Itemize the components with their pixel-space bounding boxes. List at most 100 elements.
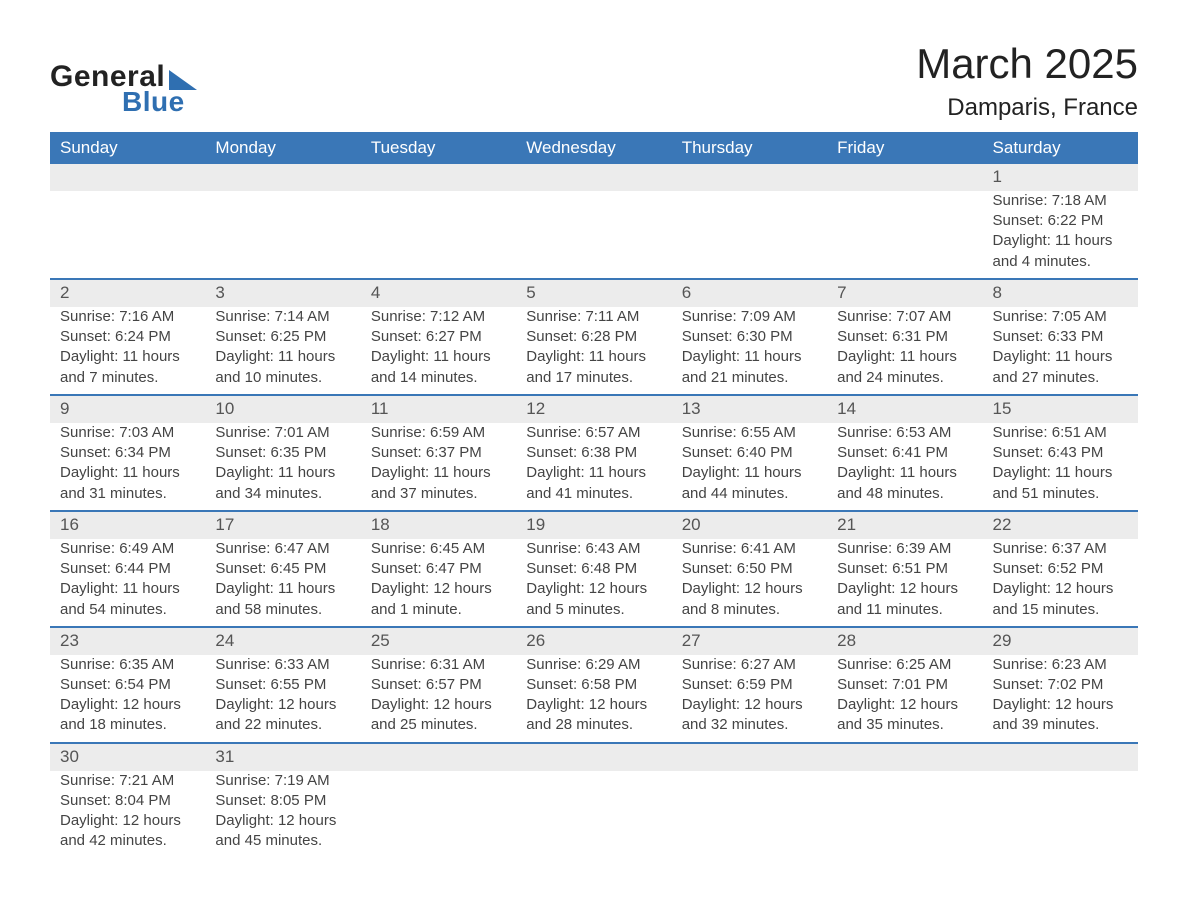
daylight-text: Daylight: 12 hours and 42 minutes. bbox=[60, 811, 195, 852]
sunrise-text: Sunrise: 7:21 AM bbox=[60, 771, 195, 791]
day-number-cell: 1 bbox=[983, 164, 1138, 191]
day-info-cell: Sunrise: 6:55 AMSunset: 6:40 PMDaylight:… bbox=[672, 423, 827, 511]
sunrise-text: Sunrise: 6:43 AM bbox=[526, 539, 661, 559]
sunrise-text: Sunrise: 7:09 AM bbox=[682, 307, 817, 327]
sunrise-text: Sunrise: 7:01 AM bbox=[215, 423, 350, 443]
day-number-cell bbox=[361, 164, 516, 191]
day-number-cell: 2 bbox=[50, 279, 205, 307]
daylight-text: Daylight: 12 hours and 18 minutes. bbox=[60, 695, 195, 736]
day-info-cell: Sunrise: 6:41 AMSunset: 6:50 PMDaylight:… bbox=[672, 539, 827, 627]
day-number-cell: 13 bbox=[672, 395, 827, 423]
sunset-text: Sunset: 6:55 PM bbox=[215, 675, 350, 695]
calendar-info-row: Sunrise: 7:03 AMSunset: 6:34 PMDaylight:… bbox=[50, 423, 1138, 511]
calendar-daynum-row: 2345678 bbox=[50, 279, 1138, 307]
daylight-text: Daylight: 12 hours and 15 minutes. bbox=[993, 579, 1128, 620]
daylight-text: Daylight: 12 hours and 25 minutes. bbox=[371, 695, 506, 736]
day-info-cell: Sunrise: 7:07 AMSunset: 6:31 PMDaylight:… bbox=[827, 307, 982, 395]
sunset-text: Sunset: 6:33 PM bbox=[993, 327, 1128, 347]
sunset-text: Sunset: 7:02 PM bbox=[993, 675, 1128, 695]
sunrise-text: Sunrise: 6:57 AM bbox=[526, 423, 661, 443]
sunset-text: Sunset: 6:50 PM bbox=[682, 559, 817, 579]
sunset-text: Sunset: 6:24 PM bbox=[60, 327, 195, 347]
day-number-cell bbox=[516, 743, 671, 771]
day-info-cell: Sunrise: 6:45 AMSunset: 6:47 PMDaylight:… bbox=[361, 539, 516, 627]
sunset-text: Sunset: 6:22 PM bbox=[993, 211, 1128, 231]
sunset-text: Sunset: 6:37 PM bbox=[371, 443, 506, 463]
daylight-text: Daylight: 11 hours and 17 minutes. bbox=[526, 347, 661, 388]
calendar-daynum-row: 23242526272829 bbox=[50, 627, 1138, 655]
sunset-text: Sunset: 6:57 PM bbox=[371, 675, 506, 695]
day-info-cell: Sunrise: 6:47 AMSunset: 6:45 PMDaylight:… bbox=[205, 539, 360, 627]
daylight-text: Daylight: 11 hours and 48 minutes. bbox=[837, 463, 972, 504]
sunrise-text: Sunrise: 6:41 AM bbox=[682, 539, 817, 559]
daylight-text: Daylight: 12 hours and 35 minutes. bbox=[837, 695, 972, 736]
day-number-cell bbox=[983, 743, 1138, 771]
day-number-cell bbox=[50, 164, 205, 191]
sunrise-text: Sunrise: 6:35 AM bbox=[60, 655, 195, 675]
day-info-cell bbox=[205, 191, 360, 279]
day-info-cell: Sunrise: 6:39 AMSunset: 6:51 PMDaylight:… bbox=[827, 539, 982, 627]
day-number-cell bbox=[672, 164, 827, 191]
day-number-cell: 30 bbox=[50, 743, 205, 771]
day-info-cell: Sunrise: 7:18 AMSunset: 6:22 PMDaylight:… bbox=[983, 191, 1138, 279]
day-info-cell bbox=[361, 191, 516, 279]
day-info-cell: Sunrise: 6:49 AMSunset: 6:44 PMDaylight:… bbox=[50, 539, 205, 627]
day-number-cell bbox=[672, 743, 827, 771]
calendar-daynum-row: 3031 bbox=[50, 743, 1138, 771]
sunrise-text: Sunrise: 7:07 AM bbox=[837, 307, 972, 327]
day-info-cell bbox=[983, 771, 1138, 858]
day-info-cell bbox=[50, 191, 205, 279]
sunrise-text: Sunrise: 6:27 AM bbox=[682, 655, 817, 675]
sunrise-text: Sunrise: 6:39 AM bbox=[837, 539, 972, 559]
daylight-text: Daylight: 12 hours and 1 minute. bbox=[371, 579, 506, 620]
day-info-cell bbox=[672, 771, 827, 858]
day-info-cell: Sunrise: 7:01 AMSunset: 6:35 PMDaylight:… bbox=[205, 423, 360, 511]
sunset-text: Sunset: 6:48 PM bbox=[526, 559, 661, 579]
sunrise-text: Sunrise: 6:25 AM bbox=[837, 655, 972, 675]
day-number-cell bbox=[827, 743, 982, 771]
sunset-text: Sunset: 6:52 PM bbox=[993, 559, 1128, 579]
daylight-text: Daylight: 11 hours and 44 minutes. bbox=[682, 463, 817, 504]
day-info-cell bbox=[516, 771, 671, 858]
sunset-text: Sunset: 6:43 PM bbox=[993, 443, 1128, 463]
day-number-cell bbox=[827, 164, 982, 191]
sunset-text: Sunset: 6:59 PM bbox=[682, 675, 817, 695]
day-number-cell: 5 bbox=[516, 279, 671, 307]
day-number-cell: 15 bbox=[983, 395, 1138, 423]
day-info-cell: Sunrise: 6:29 AMSunset: 6:58 PMDaylight:… bbox=[516, 655, 671, 743]
sunrise-text: Sunrise: 6:49 AM bbox=[60, 539, 195, 559]
day-info-cell: Sunrise: 6:51 AMSunset: 6:43 PMDaylight:… bbox=[983, 423, 1138, 511]
daylight-text: Daylight: 11 hours and 4 minutes. bbox=[993, 231, 1128, 272]
daylight-text: Daylight: 11 hours and 54 minutes. bbox=[60, 579, 195, 620]
daylight-text: Daylight: 11 hours and 58 minutes. bbox=[215, 579, 350, 620]
sunset-text: Sunset: 6:44 PM bbox=[60, 559, 195, 579]
day-info-cell bbox=[827, 191, 982, 279]
day-of-week-header: Tuesday bbox=[361, 132, 516, 164]
sunset-text: Sunset: 7:01 PM bbox=[837, 675, 972, 695]
day-info-cell bbox=[672, 191, 827, 279]
sunset-text: Sunset: 6:47 PM bbox=[371, 559, 506, 579]
sunrise-text: Sunrise: 6:29 AM bbox=[526, 655, 661, 675]
day-of-week-header: Sunday bbox=[50, 132, 205, 164]
calendar-info-row: Sunrise: 7:21 AMSunset: 8:04 PMDaylight:… bbox=[50, 771, 1138, 858]
day-number-cell: 3 bbox=[205, 279, 360, 307]
daylight-text: Daylight: 11 hours and 41 minutes. bbox=[526, 463, 661, 504]
day-info-cell: Sunrise: 7:19 AMSunset: 8:05 PMDaylight:… bbox=[205, 771, 360, 858]
logo: General Blue bbox=[50, 60, 197, 118]
daylight-text: Daylight: 12 hours and 32 minutes. bbox=[682, 695, 817, 736]
sunset-text: Sunset: 6:40 PM bbox=[682, 443, 817, 463]
sunset-text: Sunset: 6:51 PM bbox=[837, 559, 972, 579]
sunrise-text: Sunrise: 7:11 AM bbox=[526, 307, 661, 327]
day-number-cell: 18 bbox=[361, 511, 516, 539]
day-of-week-header: Saturday bbox=[983, 132, 1138, 164]
daylight-text: Daylight: 11 hours and 21 minutes. bbox=[682, 347, 817, 388]
daylight-text: Daylight: 11 hours and 14 minutes. bbox=[371, 347, 506, 388]
day-info-cell: Sunrise: 6:59 AMSunset: 6:37 PMDaylight:… bbox=[361, 423, 516, 511]
day-of-week-header: Friday bbox=[827, 132, 982, 164]
day-info-cell bbox=[361, 771, 516, 858]
day-number-cell: 17 bbox=[205, 511, 360, 539]
day-info-cell: Sunrise: 7:16 AMSunset: 6:24 PMDaylight:… bbox=[50, 307, 205, 395]
day-number-cell: 22 bbox=[983, 511, 1138, 539]
day-info-cell bbox=[827, 771, 982, 858]
sunrise-text: Sunrise: 7:12 AM bbox=[371, 307, 506, 327]
